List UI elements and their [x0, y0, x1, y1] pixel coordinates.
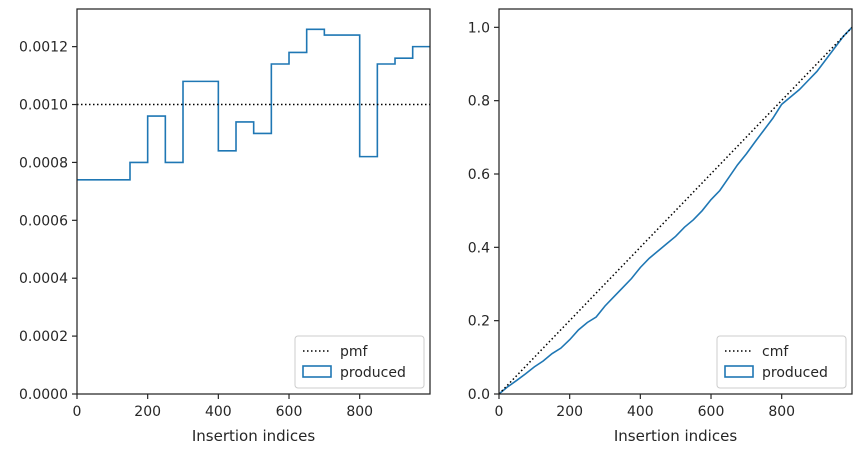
- y-tick-label: 0.8: [468, 94, 490, 110]
- x-tick-label: 0: [495, 404, 504, 420]
- axes-frame: [76, 8, 431, 395]
- plot-area: [77, 9, 430, 394]
- legend-handle-produced: [302, 365, 332, 378]
- y-tick-label: 0.0000: [19, 387, 68, 403]
- legend: pmf produced: [294, 335, 425, 389]
- legend-label-cmf: cmf: [762, 344, 789, 360]
- y-tick-label: 0.4: [468, 240, 490, 256]
- x-axis-label: Insertion indices: [192, 427, 315, 445]
- series-produced: [77, 28, 430, 181]
- x-axis-label: Insertion indices: [614, 427, 737, 445]
- y-tick-label: 0.0012: [19, 40, 68, 56]
- y-tick-labels: 0.0 0.2 0.4 0.6 0.8 1.0: [468, 20, 490, 403]
- legend-label-pmf: pmf: [340, 344, 369, 360]
- x-tick-labels: 0 200 400 600 800: [495, 404, 796, 420]
- x-tick-label: 600: [276, 404, 303, 420]
- x-tick-label: 200: [556, 404, 583, 420]
- axes-frame: [498, 8, 853, 395]
- y-tick-label: 0.0: [468, 387, 490, 403]
- legend-handle-produced: [724, 365, 754, 378]
- y-tick-label: 0.0010: [19, 98, 68, 114]
- plot-area: [499, 9, 852, 394]
- y-tick-label: 0.0006: [19, 213, 68, 229]
- x-tick-labels: 0 200 400 600 800: [73, 404, 374, 420]
- legend-box: [294, 335, 425, 389]
- y-tick-label: 0.6: [468, 167, 490, 183]
- x-tick-label: 800: [768, 404, 795, 420]
- x-tick-label: 600: [698, 404, 725, 420]
- x-tick-label: 200: [134, 404, 161, 420]
- legend: cmf produced: [716, 335, 847, 389]
- x-tick-label: 400: [627, 404, 654, 420]
- legend-label-produced: produced: [762, 365, 828, 381]
- cmf-cumulative-panel: 0 200 400 600 800 0.0 0.2 0.4 0.6 0.8 1.…: [468, 8, 853, 445]
- series-produced: [498, 26, 853, 395]
- y-tick-label: 0.0004: [19, 271, 68, 287]
- legend-box: [716, 335, 847, 389]
- y-tick-label: 0.0008: [19, 155, 68, 171]
- pmf-histogram-panel: 0 200 400 600 800 0.0000 0.0002 0.0004 0…: [19, 8, 431, 445]
- y-tick-labels: 0.0000 0.0002 0.0004 0.0006 0.0008 0.001…: [19, 40, 68, 403]
- x-tick-label: 400: [205, 404, 232, 420]
- y-tick-label: 1.0: [468, 20, 490, 36]
- series-cmf: [498, 26, 853, 395]
- y-tick-label: 0.0002: [19, 329, 68, 345]
- legend-label-produced: produced: [340, 365, 406, 381]
- x-tick-label: 0: [73, 404, 82, 420]
- y-tick-label: 0.2: [468, 314, 490, 330]
- x-tick-label: 800: [346, 404, 373, 420]
